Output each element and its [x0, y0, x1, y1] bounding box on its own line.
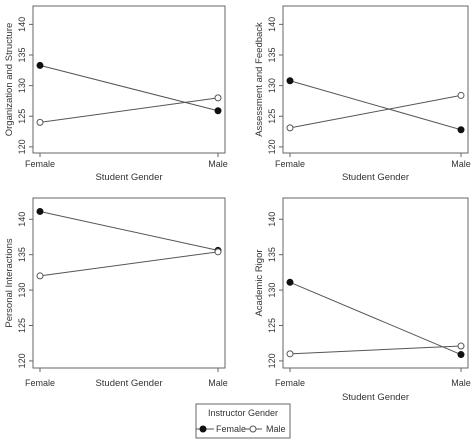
- y-tick-label: 135: [17, 247, 27, 262]
- data-point-female: [286, 77, 294, 85]
- x-tick-label: Female: [275, 159, 305, 169]
- legend-marker-female: [199, 425, 207, 433]
- series-line-male: [39, 97, 219, 123]
- y-tick-label: 125: [267, 318, 277, 333]
- legend-label-female: Female: [216, 424, 246, 434]
- data-point-male: [286, 350, 294, 358]
- series-line-female: [289, 281, 462, 356]
- data-point-female: [36, 61, 44, 69]
- plot-frame: [32, 197, 226, 369]
- x-axis-label: Student Gender: [95, 378, 162, 389]
- y-tick-label: 135: [267, 247, 277, 262]
- legend-marker-male: [249, 425, 257, 433]
- chart-panel: 120 125 130 135 140 Female Male Student Gender P…: [4, 197, 228, 389]
- x-axis-label: Student Gender: [342, 392, 409, 403]
- y-tick-label: 120: [17, 353, 27, 368]
- plot-frame: [282, 197, 469, 369]
- y-tick-label: 125: [17, 109, 27, 124]
- legend-title: Instructor Gender: [208, 408, 278, 418]
- y-tick-label: 140: [267, 17, 277, 32]
- data-point-female: [36, 207, 44, 215]
- chart-panel: 120 125 130 135 140 Female Male Student Gender A…: [254, 5, 471, 183]
- y-tick-label: 140: [17, 17, 27, 32]
- y-tick-label: 130: [267, 283, 277, 298]
- y-tick-label: 125: [267, 109, 277, 124]
- y-axis-label: Assessment and Feedback: [254, 22, 265, 137]
- y-axis-label: Organization and Structure: [4, 23, 15, 137]
- x-axis-label: Student Gender: [95, 172, 162, 183]
- data-point-male: [214, 94, 222, 102]
- data-point-male: [36, 272, 44, 280]
- series-line-female: [39, 64, 219, 112]
- y-axis-label: Personal Interactions: [4, 238, 15, 327]
- x-axis-label: Student Gender: [342, 172, 409, 183]
- y-tick-label: 130: [17, 283, 27, 298]
- plot-frame: [32, 5, 226, 154]
- x-tick-label: Male: [451, 159, 471, 169]
- x-tick-label: Male: [451, 378, 471, 388]
- data-point-female: [286, 278, 294, 286]
- data-point-male: [457, 91, 465, 99]
- series-line-female: [39, 210, 219, 251]
- y-tick-label: 125: [17, 318, 27, 333]
- y-axis-label: Academic Rigor: [254, 249, 265, 316]
- x-tick-label: Female: [25, 159, 55, 169]
- chart-panel: 120 125 130 135 140 Female Male Student Gender O…: [4, 5, 228, 183]
- x-tick-label: Female: [275, 378, 305, 388]
- data-point-female: [457, 126, 465, 134]
- y-tick-label: 140: [17, 212, 27, 227]
- legend-box: [195, 403, 291, 439]
- chart-panel: 120 125 130 135 140 Female Male Student Gender A…: [254, 197, 471, 403]
- x-tick-label: Male: [208, 159, 228, 169]
- series-line-male: [289, 345, 462, 355]
- series-line-female: [289, 80, 462, 131]
- y-tick-label: 130: [17, 78, 27, 93]
- data-point-male: [214, 248, 222, 256]
- y-tick-label: 120: [267, 139, 277, 154]
- y-tick-label: 135: [17, 47, 27, 62]
- y-tick-label: 120: [267, 353, 277, 368]
- series-line-male: [289, 94, 462, 129]
- y-tick-label: 140: [267, 212, 277, 227]
- data-point-male: [457, 342, 465, 350]
- data-point-female: [214, 107, 222, 115]
- plot-frame: [282, 5, 469, 154]
- data-point-male: [36, 118, 44, 126]
- y-tick-label: 130: [267, 78, 277, 93]
- y-tick-label: 120: [17, 139, 27, 154]
- series-line-male: [39, 251, 219, 277]
- legend-label-male: Male: [266, 424, 286, 434]
- y-tick-label: 135: [267, 47, 277, 62]
- legend: Instructor Gender Female Male: [195, 403, 291, 439]
- x-tick-label: Female: [25, 378, 55, 388]
- x-tick-label: Male: [208, 378, 228, 388]
- data-point-female: [457, 351, 465, 359]
- data-point-male: [286, 124, 294, 132]
